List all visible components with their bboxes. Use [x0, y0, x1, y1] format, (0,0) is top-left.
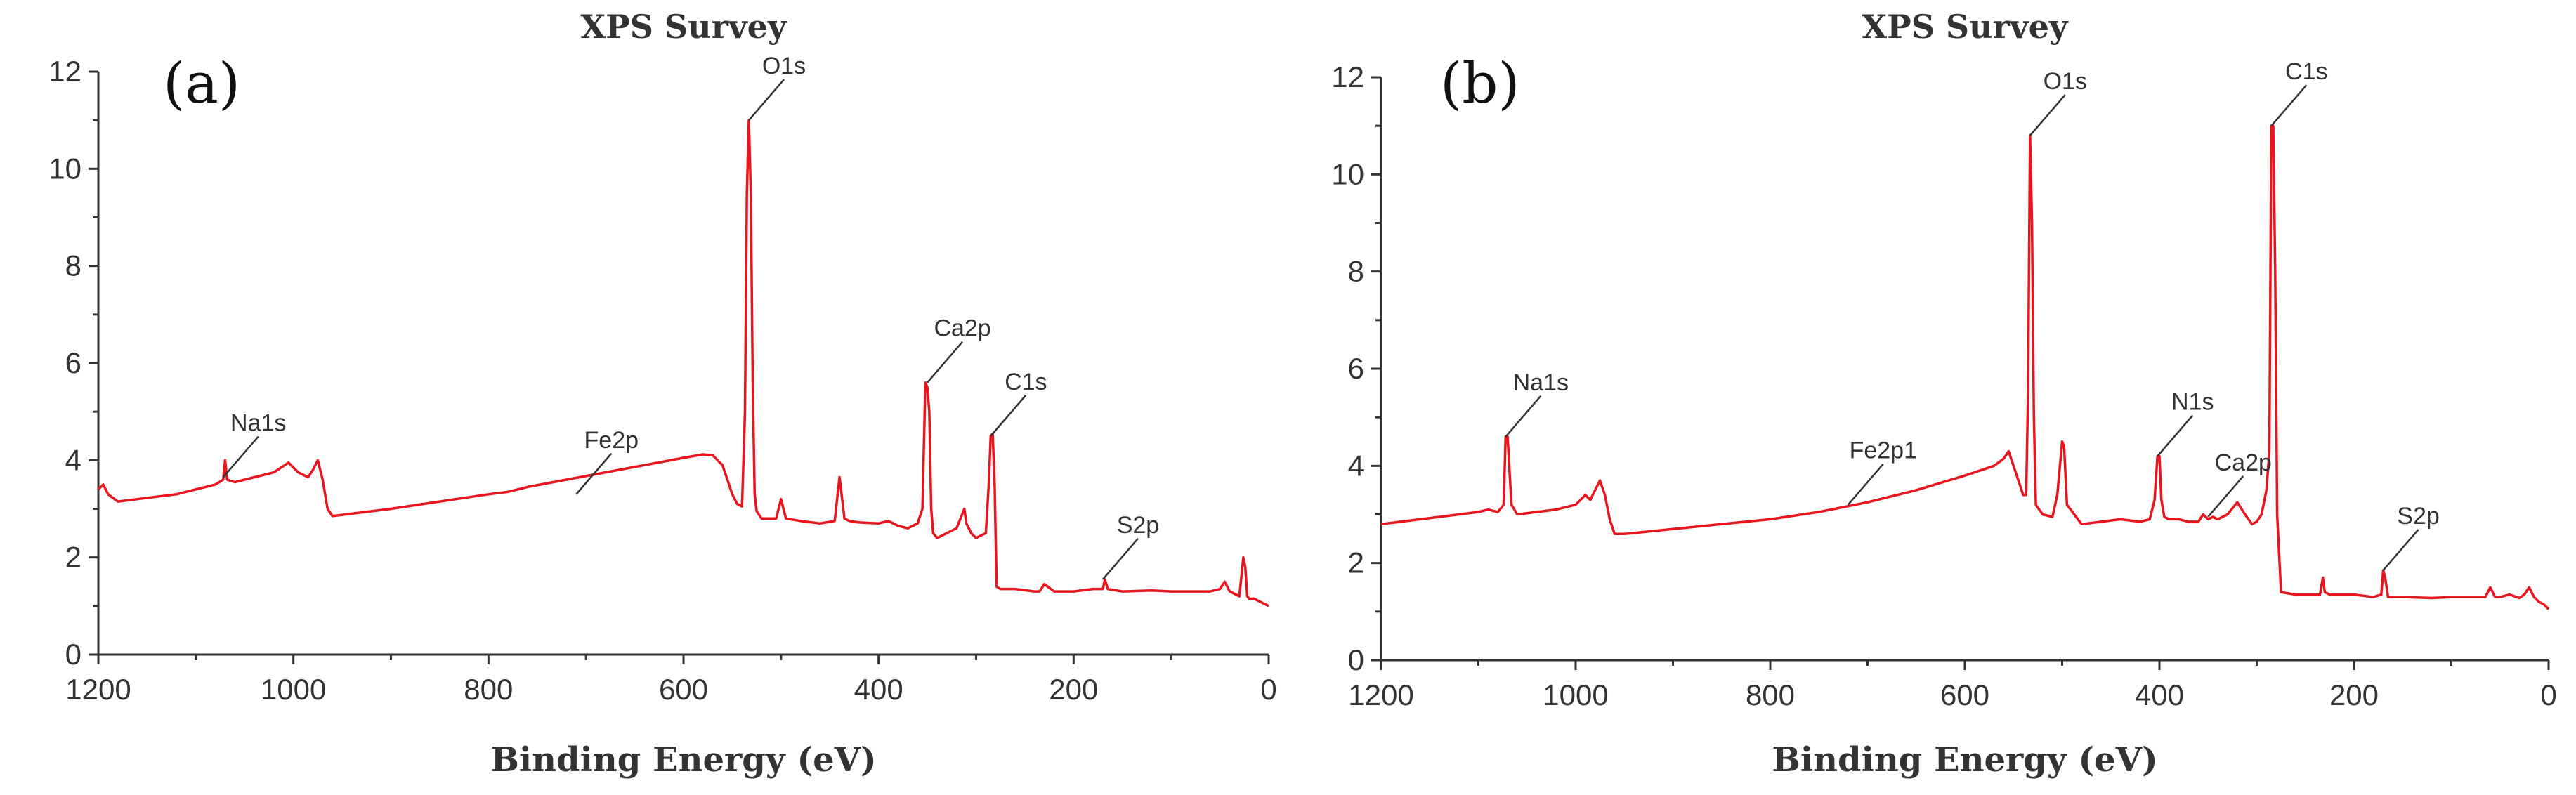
x-tick-label: 200 [1049, 673, 1098, 706]
peak-annotation-label: O1s [762, 53, 806, 79]
peak-annotation-label: S2p [1117, 512, 1160, 539]
y-tick-label: 8 [1348, 255, 1364, 288]
y-tick-label: 6 [1348, 352, 1364, 385]
peak-annotation-label: Ca2p [934, 315, 990, 342]
y-tick-label: 10 [48, 152, 81, 185]
peak-annotation-label: S2p [2397, 503, 2440, 530]
x-tick-label: 0 [2540, 678, 2556, 711]
x-tick-label: 600 [1940, 678, 1989, 711]
annotation-leader [222, 435, 259, 478]
x-tick-label: 600 [659, 673, 708, 706]
peak-annotation-label: Fe2p1 [1850, 438, 1917, 464]
peak-annotation-label: Ca2p [2215, 449, 2272, 476]
y-tick-label: 10 [1331, 157, 1364, 190]
annotation-leader [1102, 537, 1139, 580]
x-tick-label: 1200 [65, 673, 131, 706]
x-tick-label: 400 [2135, 678, 2184, 711]
annotation-leader [2207, 475, 2244, 518]
x-tick-label: 400 [854, 673, 903, 706]
xps-spectrum-line [97, 119, 1269, 607]
x-axis-label: Binding Energy (eV) [1772, 740, 2157, 780]
chart-title: XPS Survey [1862, 8, 2068, 46]
chart-panel-b: XPS Survey Binding Energy (eV) (b) 0 2 4 6 8 10 1… [1331, 8, 2556, 780]
annotation-leader [748, 79, 785, 121]
peak-annotation-label: C1s [1005, 369, 1047, 395]
peak-annotation-label: O1s [2044, 68, 2087, 95]
annotation-leader [927, 341, 964, 383]
y-tick-label: 4 [65, 443, 81, 476]
peak-annotation-label: Fe2p [584, 427, 639, 454]
annotation-leader [2382, 529, 2419, 571]
y-tick-label: 12 [1331, 60, 1364, 93]
chart-panel-a: XPS Survey Binding Energy (eV) (a) 0 2 4 6 8 10 1… [48, 8, 1276, 780]
x-tick-label: 1000 [1543, 678, 1608, 711]
x-tick-label: 1000 [261, 673, 326, 706]
y-tick-label: 2 [65, 541, 81, 574]
panel-label: (a) [163, 51, 240, 116]
peak-annotation-label: Na1s [1513, 369, 1569, 396]
annotation-leader [2157, 414, 2194, 457]
x-tick-label: 1200 [1348, 678, 1413, 711]
peak-annotation-label: Na1s [230, 410, 286, 437]
x-tick-label: 800 [1746, 678, 1795, 711]
chart-title: XPS Survey [580, 8, 787, 46]
annotation-leader [2270, 84, 2308, 126]
peak-annotation-label: C1s [2285, 58, 2327, 85]
annotation-leader [1847, 463, 1884, 506]
annotation-leader [2029, 94, 2066, 136]
x-tick-label: 800 [464, 673, 513, 706]
panel-label: (b) [1440, 51, 1520, 116]
x-tick-label: 200 [2329, 678, 2379, 711]
y-tick-label: 8 [65, 249, 81, 282]
xps-spectrum-line [1380, 124, 2550, 610]
annotation-leader [1505, 395, 1542, 438]
annotation-leader [575, 452, 613, 495]
y-tick-label: 6 [65, 346, 81, 379]
annotation-leader [990, 394, 1027, 437]
y-tick-label: 12 [48, 55, 81, 88]
x-axis-label: Binding Energy (eV) [490, 740, 876, 780]
y-tick-label: 4 [1348, 449, 1364, 482]
y-tick-label: 0 [1348, 643, 1364, 676]
peak-annotation-label: N1s [2171, 389, 2214, 416]
y-tick-label: 2 [1348, 546, 1364, 579]
y-tick-label: 0 [65, 638, 81, 671]
x-tick-label: 0 [1260, 673, 1276, 706]
